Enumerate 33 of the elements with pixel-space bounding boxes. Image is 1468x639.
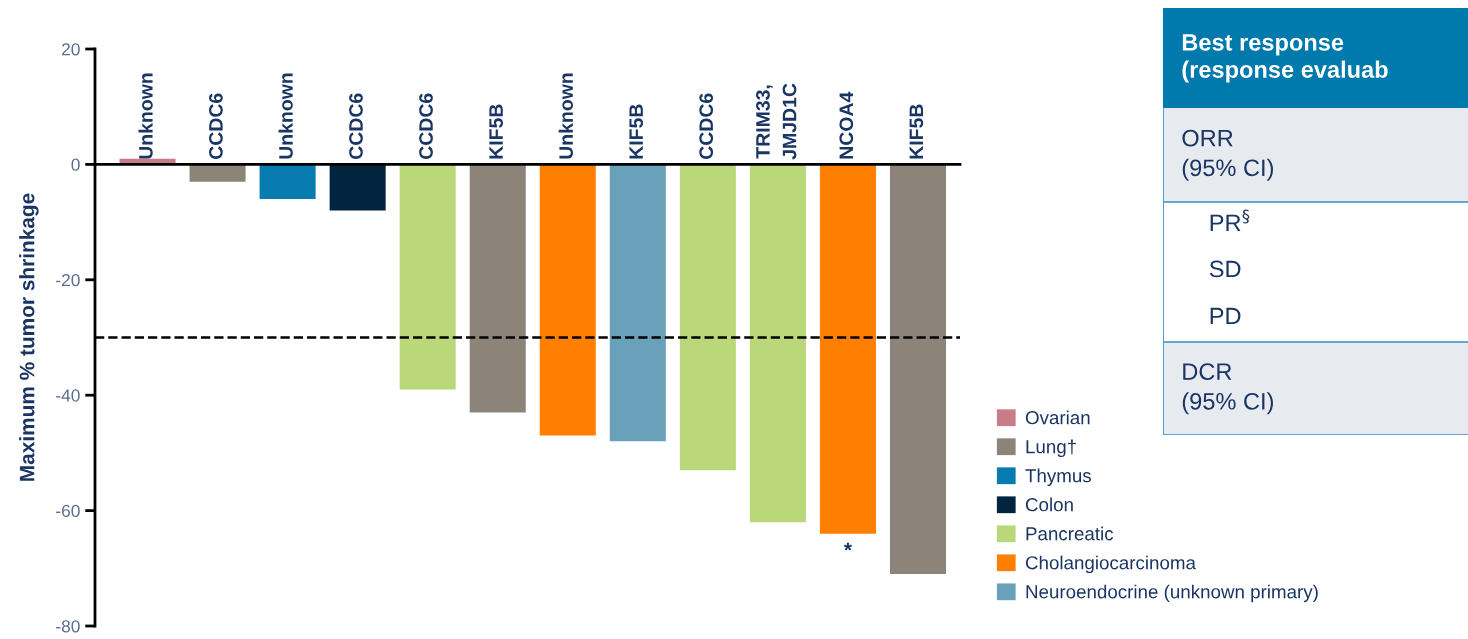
- legend-label: Thymus: [1025, 468, 1091, 487]
- x-tick-label: CCDC6: [699, 93, 714, 159]
- x-tick-label: KIF5B: [489, 104, 503, 159]
- text: ORR (95% CI): [1182, 129, 1273, 181]
- y-tick-label: -40: [56, 389, 80, 402]
- x-tick-label: Unknown: [558, 73, 573, 159]
- x-tick-label: CCDC6: [349, 93, 363, 159]
- y-axis-title: Maximum % tumor shrinkage: [19, 193, 39, 481]
- x-tick-label: Unknown: [278, 73, 293, 159]
- x-tick-label: CCDC6: [419, 93, 433, 159]
- legend-label: Colon: [1025, 497, 1073, 512]
- text: DCR (95% CI): [1182, 363, 1273, 415]
- legend-label: Neuroendocrine (unknown primary): [1026, 584, 1318, 603]
- y-tick-label: -20: [56, 273, 80, 287]
- x-tick-label: NCOA4: [839, 91, 854, 159]
- y-tick-label: -80: [56, 620, 80, 633]
- x-tick-label: TRIM33, JMJD1C: [756, 83, 797, 160]
- annotation: *: [843, 542, 852, 551]
- x-tick-label: KIF5B: [909, 104, 924, 159]
- legend-label: Pancreatic: [1026, 526, 1114, 541]
- legend-label: Lung†: [1026, 439, 1076, 458]
- x-tick-label: CCDC6: [209, 93, 223, 159]
- y-tick-label: -60: [56, 504, 80, 518]
- text: PD: [1210, 307, 1241, 325]
- legend-label: Ovarian: [1025, 410, 1090, 425]
- text: Best response (response evaluab: [1182, 34, 1388, 83]
- y-tick-label: 20: [61, 43, 80, 56]
- text: SD: [1209, 260, 1241, 278]
- x-tick-label: KIF5B: [629, 104, 644, 159]
- text: PR$^{§}$: [1210, 209, 1250, 231]
- y-tick-label: 0: [71, 158, 80, 171]
- x-tick-label: Unknown: [138, 73, 153, 159]
- legend-label: Cholangiocarcinoma: [1025, 555, 1196, 574]
